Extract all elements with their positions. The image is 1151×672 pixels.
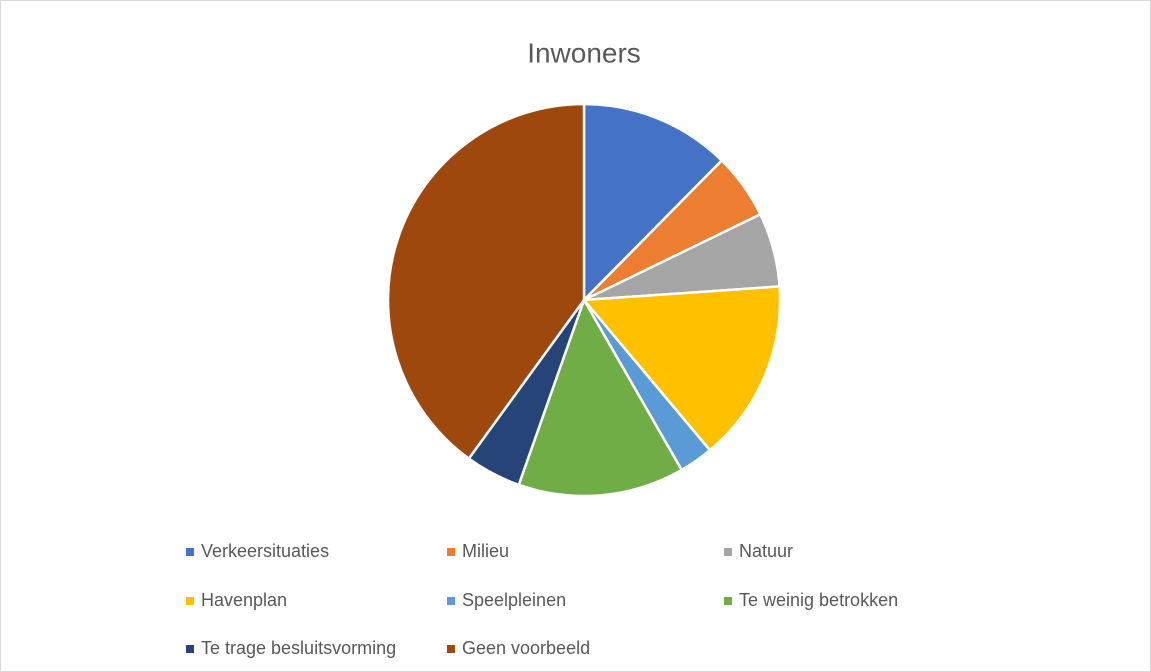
legend-label: Verkeersituaties [201,541,329,561]
legend-label: Milieu [462,541,509,561]
legend-swatch [186,597,194,605]
pie-slice [517,297,684,498]
legend-swatch [447,548,455,556]
chart-title: Inwoners [527,37,641,68]
legend-swatch [186,548,194,556]
legend-label: Natuur [739,541,793,561]
pie-slice [386,102,586,461]
pie-slice [581,285,782,452]
legend-label: Havenplan [201,590,287,610]
legend-label: Speelpleinen [462,590,566,610]
pie-slice [582,102,724,304]
legend-swatch [447,645,455,653]
legend-label: Te weinig betrokken [739,590,898,610]
legend-label: Te trage besluitsvorming [201,638,396,658]
legend-swatch [724,548,732,556]
legend-swatch [447,597,455,605]
legend-label: Geen voorbeeld [462,638,590,658]
legend-swatch [724,597,732,605]
legend-swatch [186,645,194,653]
